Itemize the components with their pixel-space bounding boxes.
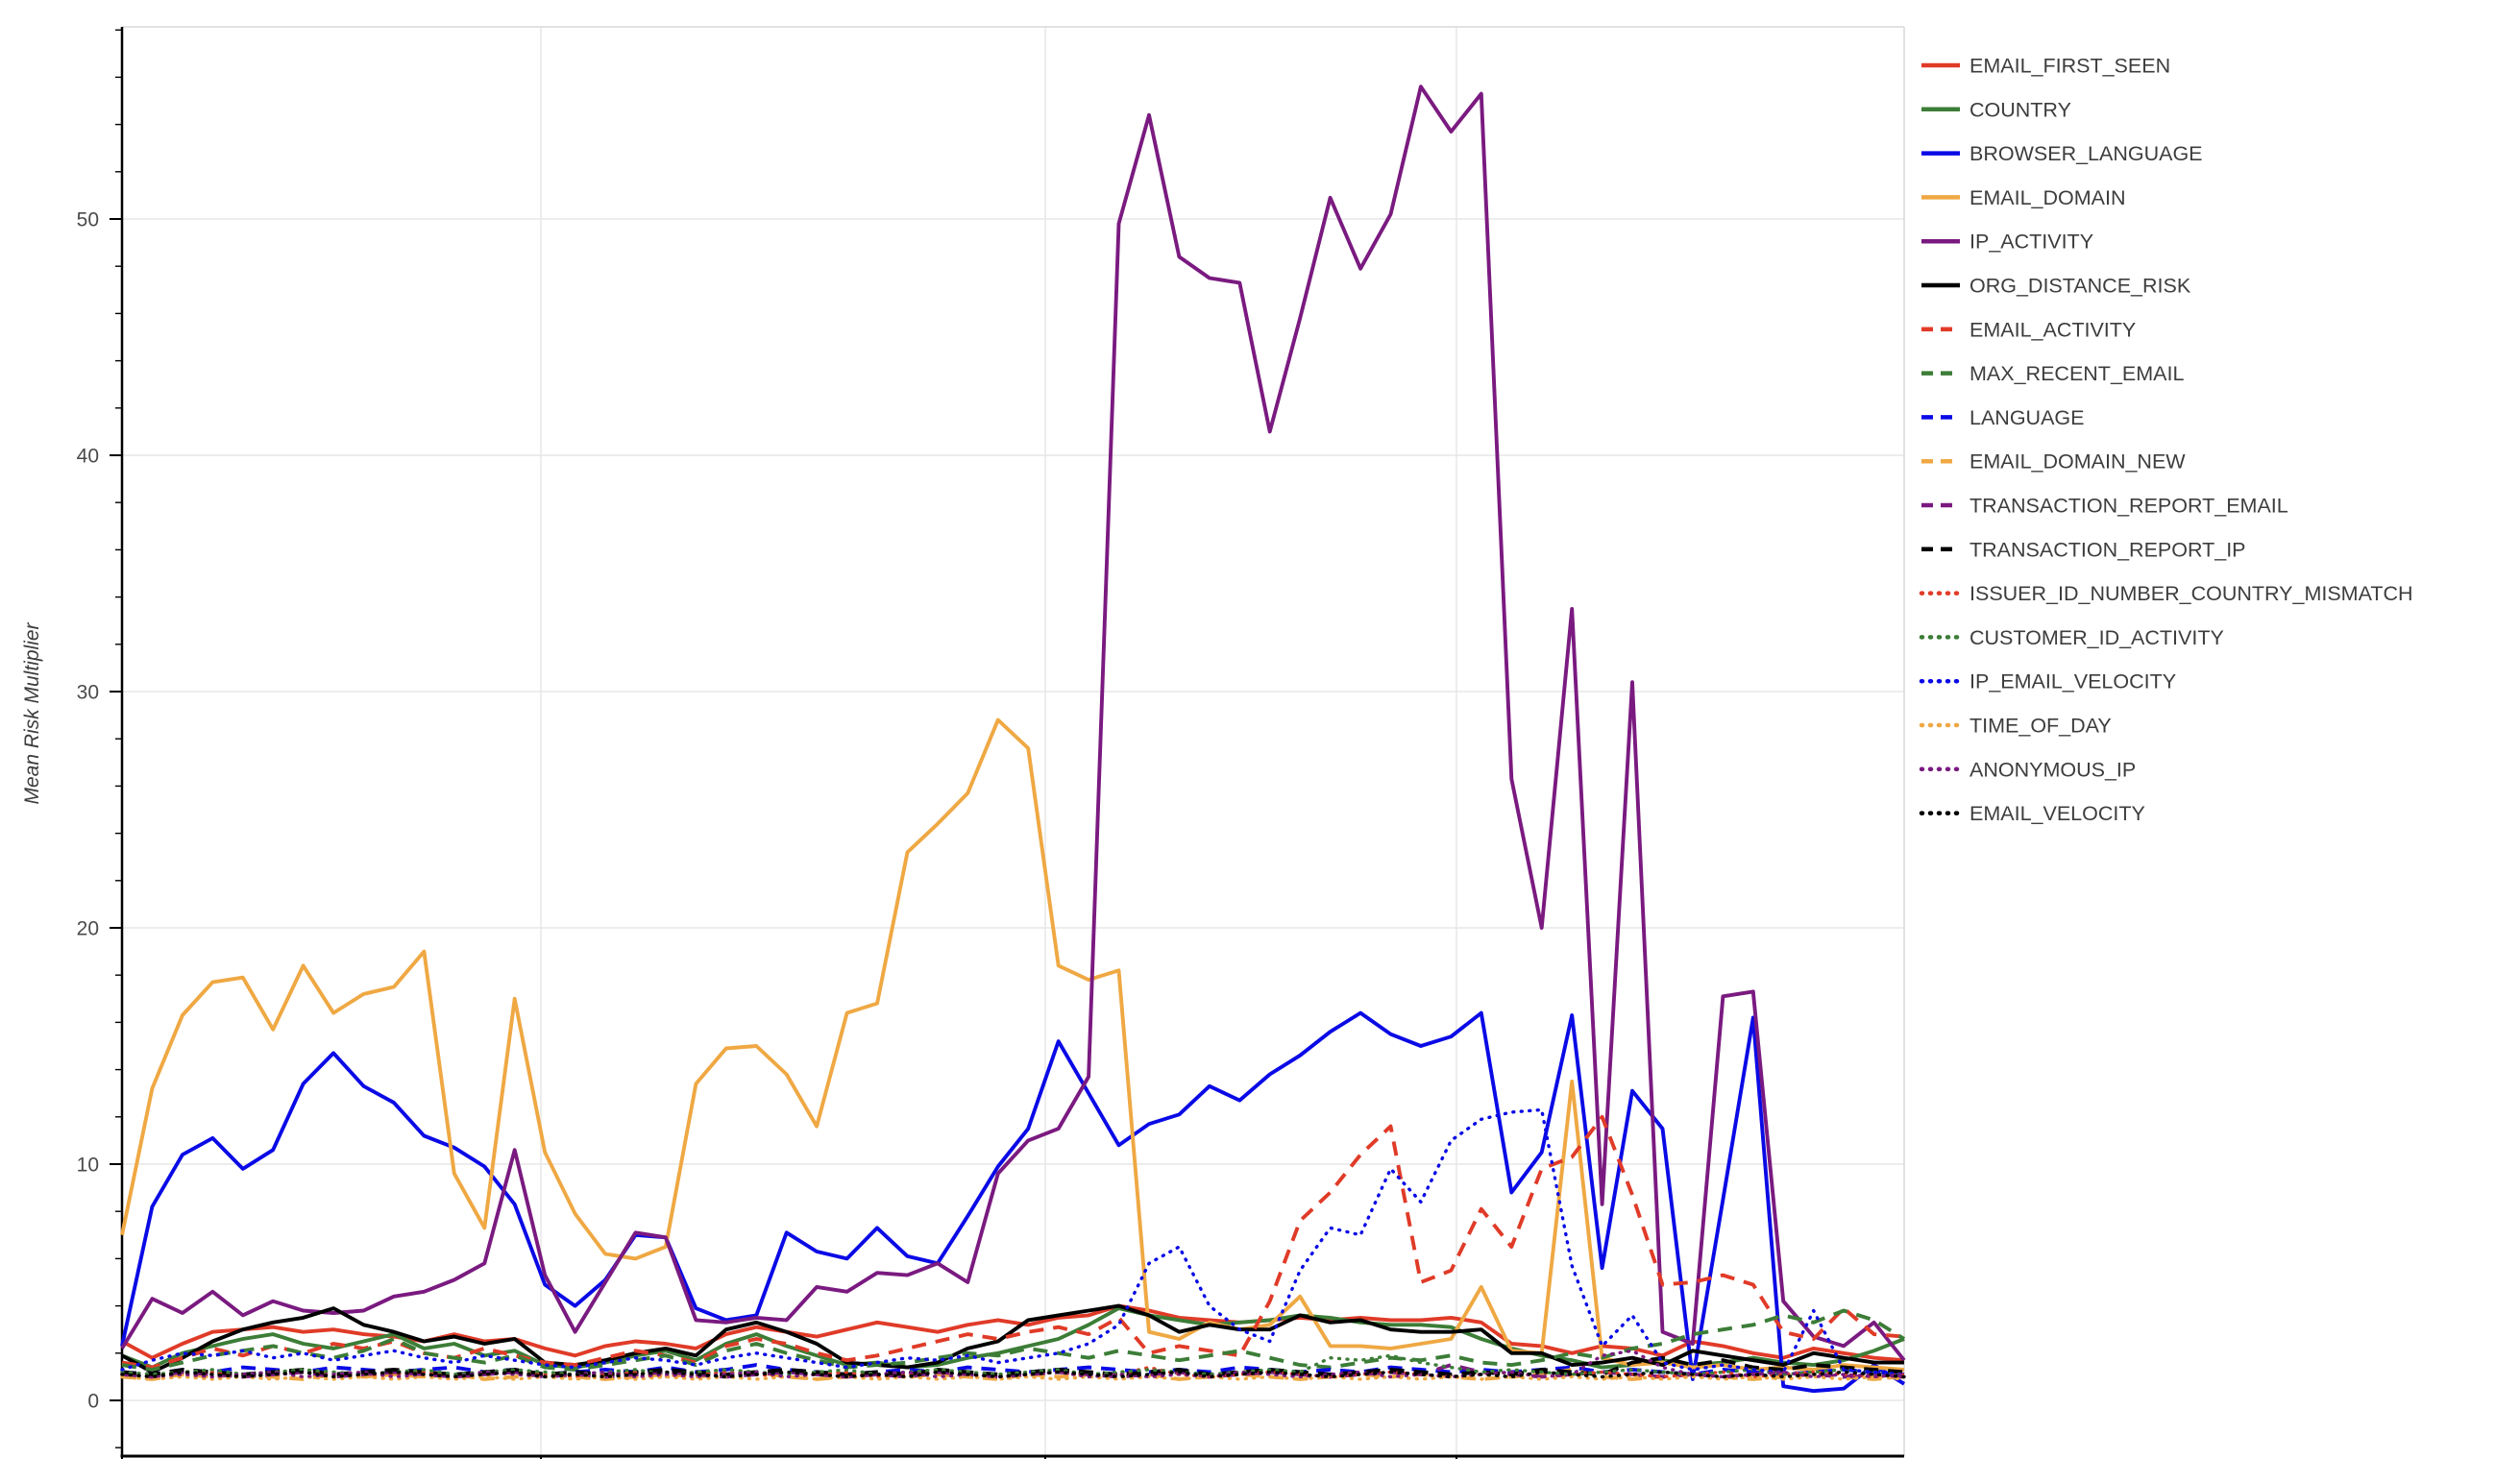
legend-item-IP_EMAIL_VELOCITY: IP_EMAIL_VELOCITY	[1919, 670, 2176, 693]
legend-item-EMAIL_FIRST_SEEN: EMAIL_FIRST_SEEN	[1921, 55, 2170, 78]
legend-item-MAX_RECENT_EMAIL: MAX_RECENT_EMAIL	[1921, 362, 2184, 385]
legend-label-TIME_OF_DAY: TIME_OF_DAY	[1970, 715, 2112, 738]
legend-item-CUSTOMER_ID_ACTIVITY: CUSTOMER_ID_ACTIVITY	[1919, 626, 2224, 649]
series-line-CUSTOMER_ID_ACTIVITY	[120, 1353, 1906, 1376]
legend-label-ORG_DISTANCE_RISK: ORG_DISTANCE_RISK	[1970, 275, 2191, 298]
legend-label-EMAIL_DOMAIN: EMAIL_DOMAIN	[1970, 186, 2125, 209]
legend-label-LANGUAGE: LANGUAGE	[1970, 406, 2084, 429]
series-line-EMAIL_DOMAIN	[120, 717, 1905, 1372]
legend-label-EMAIL_FIRST_SEEN: EMAIL_FIRST_SEEN	[1970, 55, 2170, 78]
legend-item-ANONYMOUS_IP: ANONYMOUS_IP	[1919, 758, 2136, 781]
legend-item-TRANSACTION_REPORT_EMAIL: TRANSACTION_REPORT_EMAIL	[1921, 495, 2288, 518]
y-tick-label: 30	[77, 682, 99, 704]
legend-item-COUNTRY: COUNTRY	[1921, 98, 2071, 121]
legend-item-LANGUAGE: LANGUAGE	[1921, 406, 2084, 429]
legend-item-EMAIL_ACTIVITY: EMAIL_ACTIVITY	[1921, 318, 2136, 341]
series-line-IP_EMAIL_VELOCITY	[120, 1107, 1906, 1376]
legend-item-IP_ACTIVITY: IP_ACTIVITY	[1921, 231, 2093, 254]
legend-label-IP_ACTIVITY: IP_ACTIVITY	[1970, 231, 2093, 254]
legend-label-EMAIL_DOMAIN_NEW: EMAIL_DOMAIN_NEW	[1970, 450, 2186, 474]
legend-label-ISSUER_ID_NUMBER_COUNTRY_MISMATCH: ISSUER_ID_NUMBER_COUNTRY_MISMATCH	[1970, 582, 2413, 605]
legend-label-IP_EMAIL_VELOCITY: IP_EMAIL_VELOCITY	[1970, 670, 2176, 693]
legend-item-EMAIL_VELOCITY: EMAIL_VELOCITY	[1919, 802, 2145, 825]
legend-label-TRANSACTION_REPORT_EMAIL: TRANSACTION_REPORT_EMAIL	[1970, 495, 2288, 518]
y-tick-label: 40	[77, 446, 99, 468]
y-tick-label: 50	[77, 209, 99, 231]
series-line-COUNTRY	[121, 1306, 1905, 1370]
axis-layer: 0 10 20 30 40 50	[77, 27, 1904, 1459]
legend-item-EMAIL_DOMAIN_NEW: EMAIL_DOMAIN_NEW	[1921, 450, 2186, 474]
series-layer	[120, 85, 1906, 1394]
legend-item-ORG_DISTANCE_RISK: ORG_DISTANCE_RISK	[1921, 275, 2191, 298]
legend-label-EMAIL_VELOCITY: EMAIL_VELOCITY	[1970, 802, 2145, 825]
series-line-EMAIL_ACTIVITY	[121, 1114, 1905, 1370]
series-line-BROWSER_LANGUAGE	[120, 1010, 1906, 1394]
y-tick-label: 10	[77, 1155, 99, 1177]
legend-label-EMAIL_ACTIVITY: EMAIL_ACTIVITY	[1970, 318, 2136, 341]
legend-layer: EMAIL_FIRST_SEEN COUNTRY BROWSER_LANGUAGE E…	[1919, 55, 2413, 825]
legend-label-MAX_RECENT_EMAIL: MAX_RECENT_EMAIL	[1970, 362, 2184, 385]
y-axis-label: Mean Risk Multiplier	[21, 621, 43, 804]
legend-label-ANONYMOUS_IP: ANONYMOUS_IP	[1970, 758, 2136, 781]
legend-label-TRANSACTION_REPORT_IP: TRANSACTION_REPORT_IP	[1970, 538, 2246, 561]
y-tick-label: 0	[87, 1391, 99, 1413]
series-line-MAX_RECENT_EMAIL	[121, 1308, 1906, 1372]
legend-item-EMAIL_DOMAIN: EMAIL_DOMAIN	[1921, 186, 2125, 209]
grid-layer	[122, 26, 1905, 1456]
series-line-ORG_DISTANCE_RISK	[121, 1303, 1904, 1374]
legend-item-TRANSACTION_REPORT_IP: TRANSACTION_REPORT_IP	[1921, 538, 2246, 561]
series-line-IP_ACTIVITY	[120, 85, 1906, 1362]
legend-label-BROWSER_LANGUAGE: BROWSER_LANGUAGE	[1970, 142, 2203, 165]
legend-item-BROWSER_LANGUAGE: BROWSER_LANGUAGE	[1921, 142, 2203, 165]
legend-item-ISSUER_ID_NUMBER_COUNTRY_MISMATCH: ISSUER_ID_NUMBER_COUNTRY_MISMATCH	[1919, 582, 2413, 605]
y-tick-label: 20	[77, 918, 99, 940]
legend-label-COUNTRY: COUNTRY	[1970, 98, 2071, 121]
legend-label-CUSTOMER_ID_ACTIVITY: CUSTOMER_ID_ACTIVITY	[1970, 626, 2224, 649]
legend-item-TIME_OF_DAY: TIME_OF_DAY	[1919, 715, 2112, 738]
